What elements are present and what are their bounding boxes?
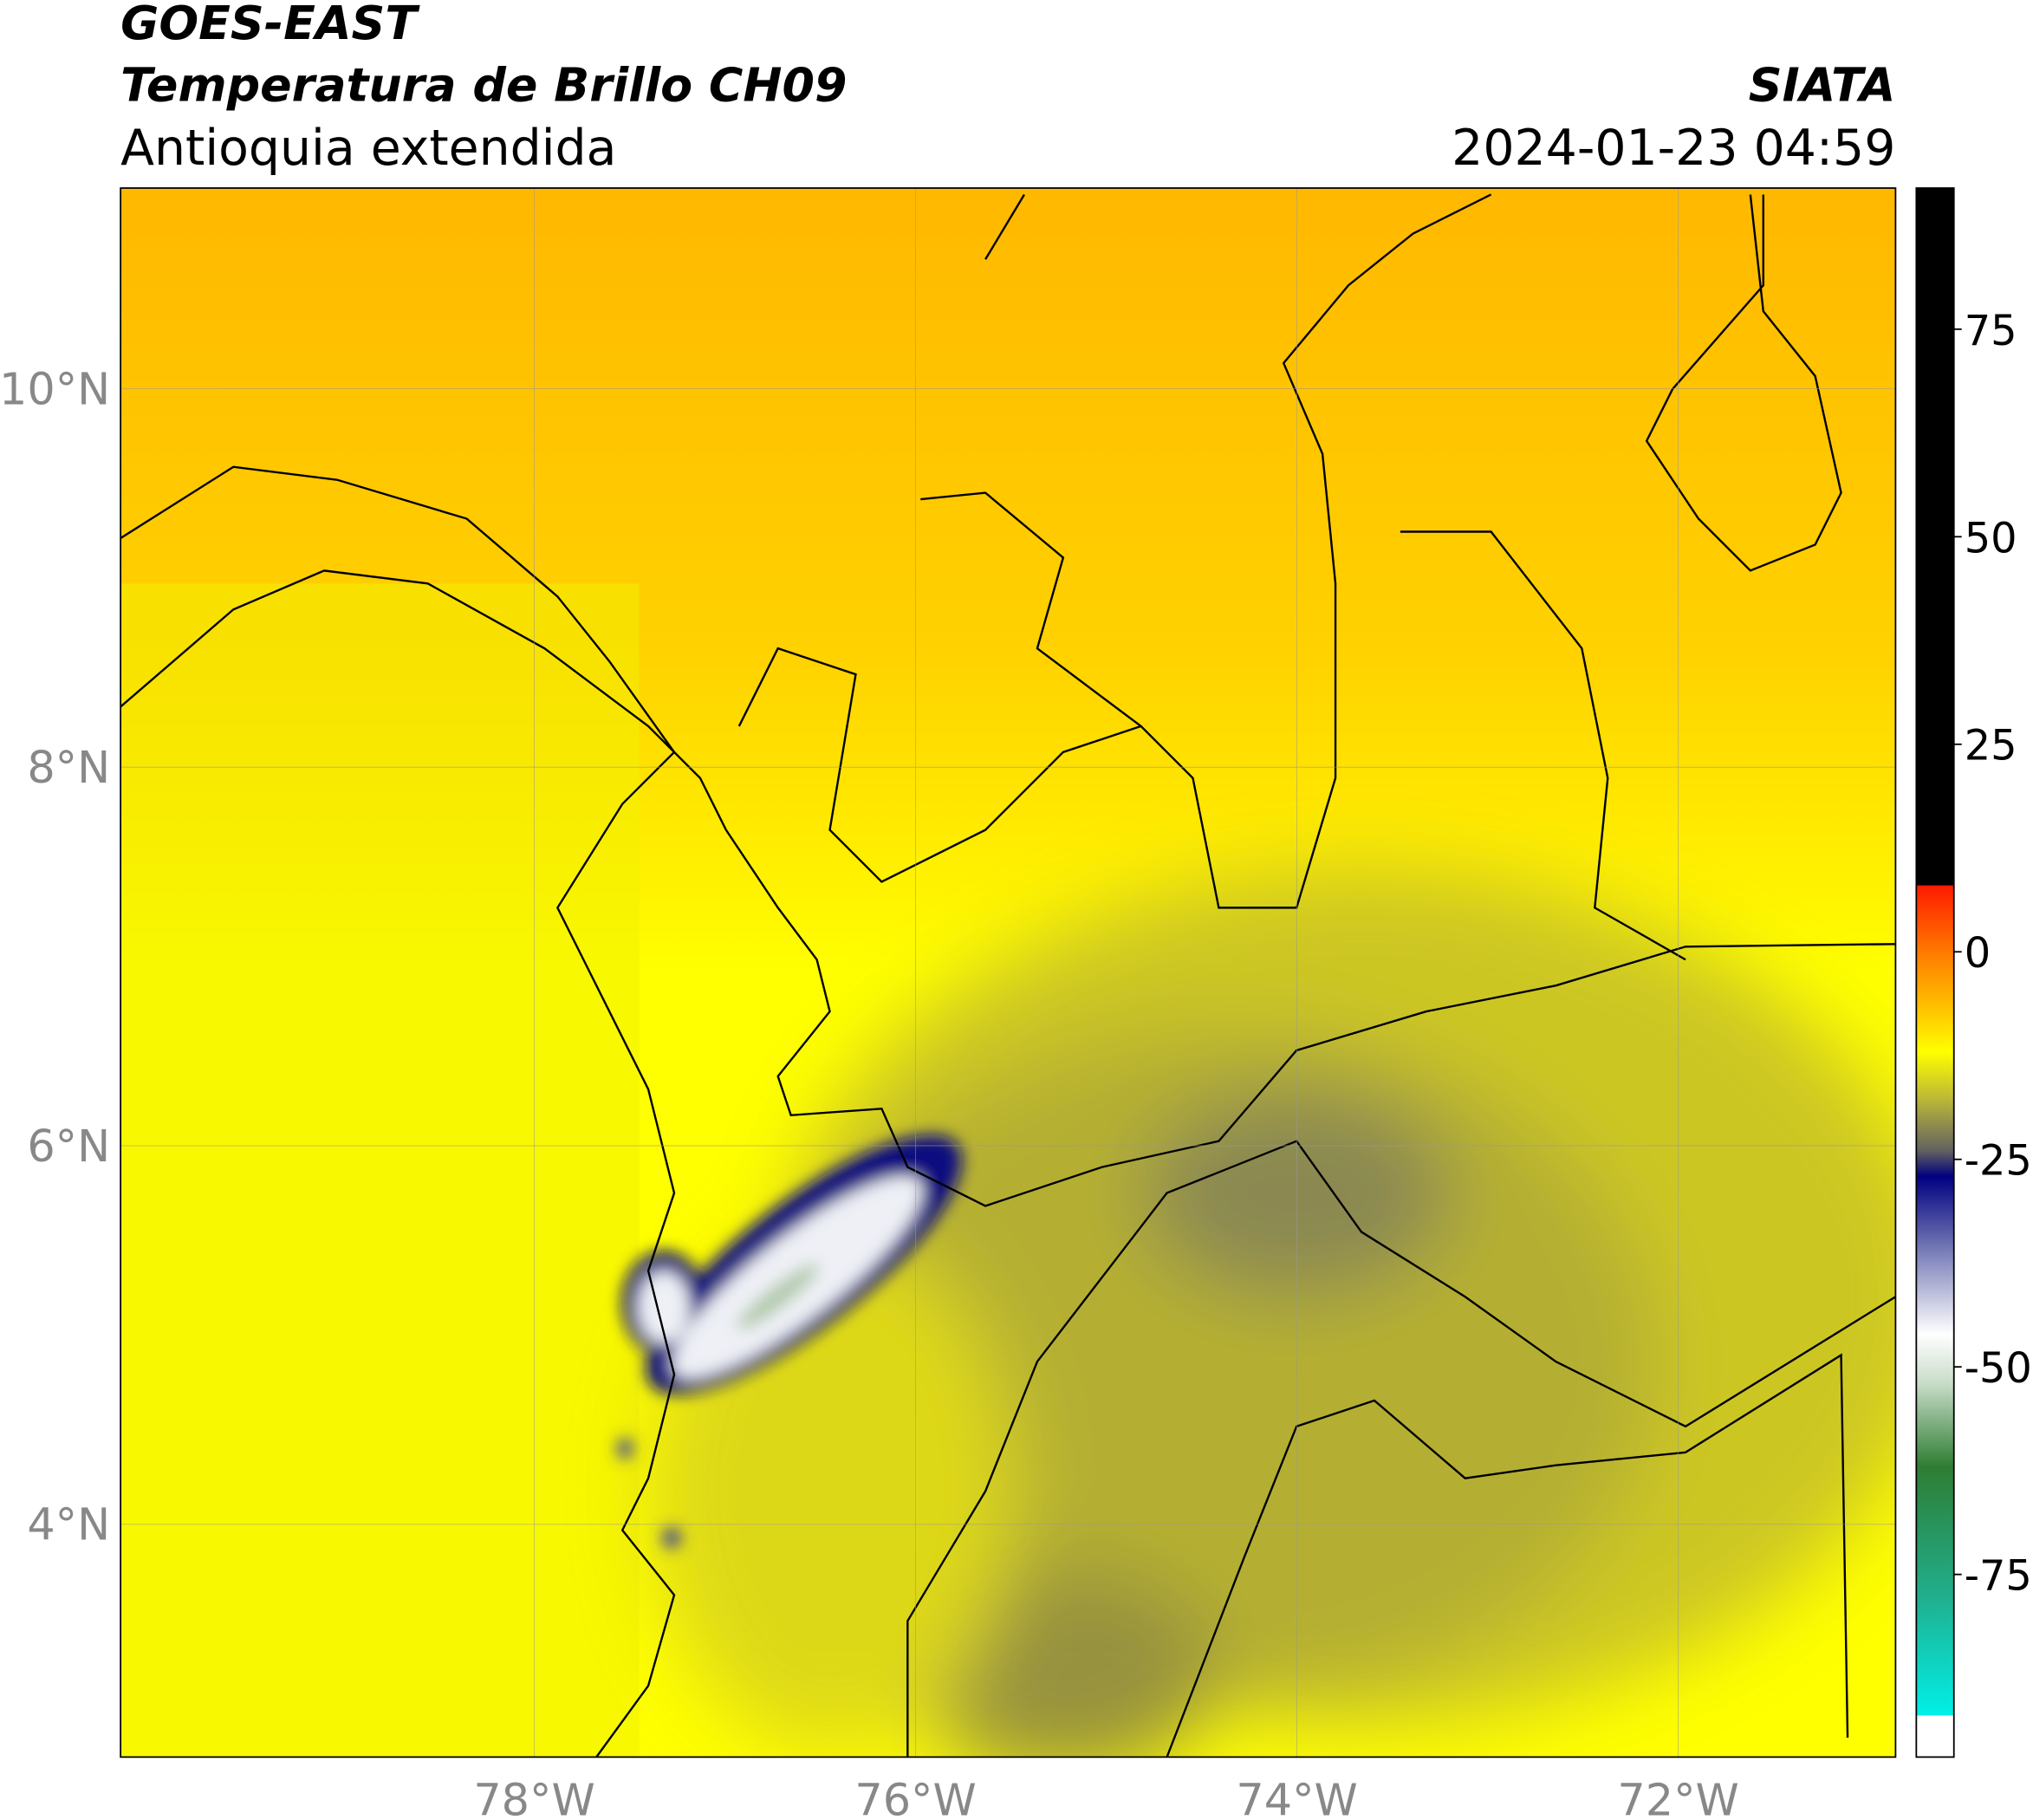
datetime: 2024-01-23 04:59 bbox=[1452, 120, 1895, 177]
colorbar-frame bbox=[1915, 187, 1955, 1758]
map-frame bbox=[120, 187, 1897, 1758]
border bbox=[120, 569, 1896, 1207]
grid bbox=[120, 188, 1896, 1758]
product-title: Temperatura de Brillo CH09 bbox=[120, 58, 847, 113]
colorbar-segment bbox=[1916, 1715, 1954, 1758]
colorbar-segment bbox=[1916, 1175, 1954, 1244]
x-tick-label: 76°W bbox=[854, 1775, 976, 1820]
colorbar-segment bbox=[1916, 1333, 1954, 1385]
colorbar-segment bbox=[1916, 1599, 1954, 1717]
colorbar-tick-label: 50 bbox=[1965, 515, 2017, 562]
colorbar-segment bbox=[1916, 1383, 1954, 1467]
colorbar-segment bbox=[1916, 1151, 1954, 1177]
y-tick-label: 10°N bbox=[0, 363, 110, 414]
coastline bbox=[120, 465, 676, 1758]
colorbar-tick-label: -50 bbox=[1965, 1345, 2032, 1393]
colorbar-segment bbox=[1916, 1242, 1954, 1335]
colorbar-tick-label: 0 bbox=[1965, 930, 1991, 978]
y-tick-label: 6°N bbox=[27, 1121, 110, 1172]
colorbar-tick-label: 25 bbox=[1965, 723, 2017, 770]
agency: SIATA bbox=[1749, 58, 1896, 113]
colorbar-segment bbox=[1916, 885, 1954, 952]
x-tick-label: 74°W bbox=[1236, 1775, 1357, 1820]
y-tick-label: 8°N bbox=[27, 742, 110, 793]
region-subtitle: Antioquia extendida bbox=[120, 120, 616, 177]
coastline-guajira bbox=[1645, 194, 1842, 572]
x-tick-label: 78°W bbox=[473, 1775, 594, 1820]
colorbar-tick-label: -75 bbox=[1965, 1553, 2032, 1601]
colorbar-segment bbox=[1916, 1017, 1954, 1052]
colorbar-segment bbox=[1916, 1466, 1954, 1601]
colorbar-segment bbox=[1916, 188, 1954, 887]
colorbar-segment bbox=[1916, 1101, 1954, 1152]
source-title: GOES-EAST bbox=[120, 0, 420, 50]
y-tick-label: 4°N bbox=[27, 1499, 110, 1550]
x-tick-label: 72°W bbox=[1617, 1775, 1738, 1820]
colorbar-segment bbox=[1916, 952, 1954, 1019]
colorbar-segment bbox=[1916, 1051, 1954, 1102]
colorbar: -75 -50 -25 0 25 50 75 bbox=[1916, 188, 2032, 1758]
colorbar-tick-label: -25 bbox=[1965, 1138, 2032, 1186]
colorbar-tick-label: 75 bbox=[1965, 308, 2017, 355]
map-image bbox=[120, 188, 1896, 1758]
